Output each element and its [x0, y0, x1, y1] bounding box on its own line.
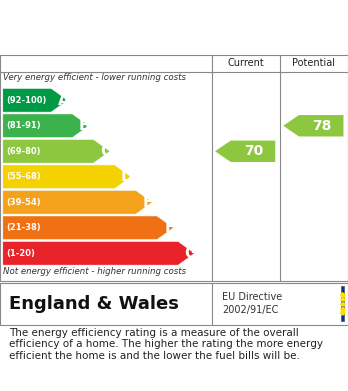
Text: Energy Efficiency Rating: Energy Efficiency Rating: [10, 29, 232, 44]
Text: (55-68): (55-68): [6, 172, 41, 181]
Text: F: F: [164, 220, 175, 235]
Bar: [341, 286, 344, 321]
Text: (81-91): (81-91): [6, 121, 41, 130]
Polygon shape: [283, 115, 343, 136]
Text: (1-20): (1-20): [6, 249, 35, 258]
Polygon shape: [3, 242, 195, 265]
Polygon shape: [3, 114, 89, 138]
Text: G: G: [184, 246, 197, 261]
Text: 78: 78: [312, 119, 331, 133]
Text: The energy efficiency rating is a measure of the overall efficiency of a home. T: The energy efficiency rating is a measur…: [9, 328, 323, 361]
Text: (69-80): (69-80): [6, 147, 41, 156]
Text: (92-100): (92-100): [6, 96, 47, 105]
Polygon shape: [3, 165, 131, 188]
Polygon shape: [3, 216, 174, 240]
Polygon shape: [3, 88, 68, 112]
Text: England & Wales: England & Wales: [9, 294, 179, 313]
Polygon shape: [215, 140, 275, 162]
Text: Potential: Potential: [292, 58, 335, 68]
Text: C: C: [100, 144, 111, 159]
Text: 70: 70: [244, 144, 263, 158]
Polygon shape: [3, 140, 110, 163]
Text: E: E: [143, 195, 153, 210]
Text: (21-38): (21-38): [6, 223, 41, 232]
Text: B: B: [79, 118, 90, 133]
Text: A: A: [58, 93, 70, 108]
Text: EU Directive
2002/91/EC: EU Directive 2002/91/EC: [222, 292, 282, 315]
Text: Current: Current: [227, 58, 264, 68]
Text: Very energy efficient - lower running costs: Very energy efficient - lower running co…: [3, 74, 187, 83]
Text: D: D: [121, 169, 133, 184]
Text: (39-54): (39-54): [6, 198, 41, 207]
Text: Not energy efficient - higher running costs: Not energy efficient - higher running co…: [3, 267, 187, 276]
Polygon shape: [3, 190, 152, 214]
